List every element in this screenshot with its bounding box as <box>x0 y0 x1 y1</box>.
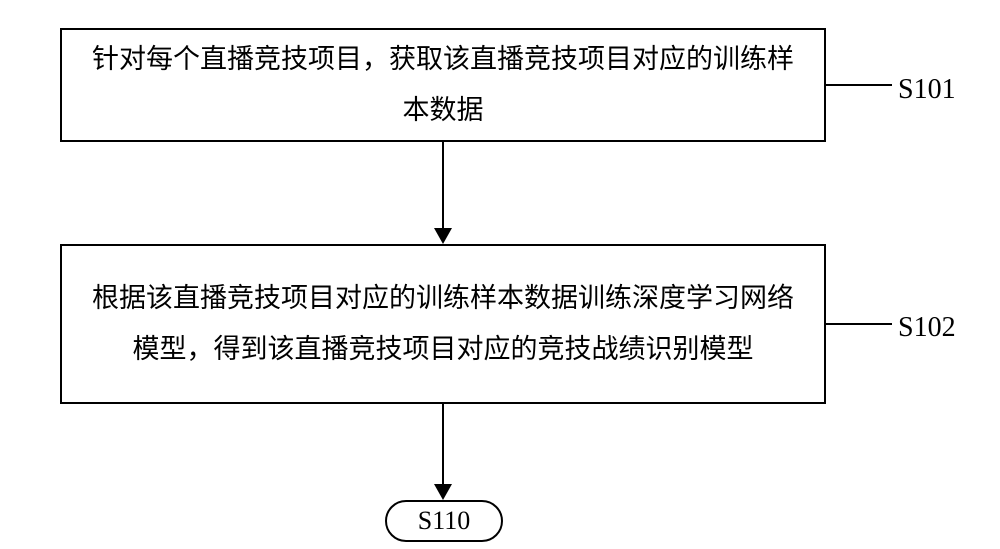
step-box-s101: 针对每个直播竞技项目，获取该直播竞技项目对应的训练样本数据 <box>60 28 826 142</box>
step-text-s102: 根据该直播竞技项目对应的训练样本数据训练深度学习网络模型，得到该直播竞技项目对应… <box>82 273 804 376</box>
step-label-s101: S101 <box>898 74 956 106</box>
arrow-s101-to-s102 <box>432 142 454 244</box>
step-label-s102: S102 <box>898 312 956 344</box>
terminal-label: S110 <box>418 506 471 536</box>
terminal-s110: S110 <box>385 500 503 542</box>
label-connector <box>826 322 892 326</box>
label-connector <box>826 83 892 87</box>
arrow-s102-to-s110 <box>432 404 454 500</box>
step-box-s102: 根据该直播竞技项目对应的训练样本数据训练深度学习网络模型，得到该直播竞技项目对应… <box>60 244 826 404</box>
flowchart-canvas: 针对每个直播竞技项目，获取该直播竞技项目对应的训练样本数据 S101 根据该直播… <box>0 0 1000 549</box>
step-text-s101: 针对每个直播竞技项目，获取该直播竞技项目对应的训练样本数据 <box>82 34 804 137</box>
